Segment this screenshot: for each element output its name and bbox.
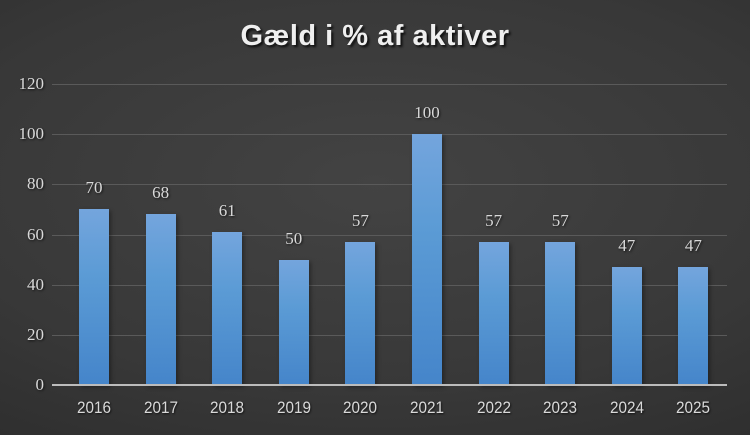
x-axis-line bbox=[52, 384, 727, 386]
bar-2021 bbox=[412, 134, 442, 385]
data-label-2018: 61 bbox=[218, 200, 236, 220]
gridline-100 bbox=[52, 134, 727, 136]
bar-2022 bbox=[478, 242, 509, 385]
data-label-2025: 47 bbox=[684, 236, 702, 256]
x-axis-label-2016: 2016 bbox=[76, 398, 112, 417]
chart-title: Gæld i % af aktiver bbox=[240, 20, 510, 52]
gridline-60 bbox=[52, 234, 727, 236]
data-label-2016: 70 bbox=[85, 178, 103, 198]
x-axis-label-2017: 2017 bbox=[143, 398, 178, 417]
x-axis-label-2020: 2020 bbox=[343, 398, 378, 417]
bar-2018 bbox=[212, 231, 243, 385]
y-tick-label-40: 40 bbox=[27, 274, 44, 294]
data-label-2019: 50 bbox=[285, 228, 303, 248]
data-label-2017: 68 bbox=[152, 183, 170, 203]
bar-2019 bbox=[278, 259, 309, 385]
gridline-40 bbox=[52, 284, 727, 286]
bar-2016 bbox=[79, 209, 109, 385]
data-label-2022: 57 bbox=[485, 211, 503, 231]
y-tick-label-100: 100 bbox=[18, 124, 45, 144]
bar-2020 bbox=[345, 242, 376, 385]
x-axis-label-2021: 2021 bbox=[409, 398, 445, 417]
y-tick-label-20: 20 bbox=[27, 324, 44, 344]
bar-2023 bbox=[545, 242, 576, 385]
y-tick-label-80: 80 bbox=[27, 174, 44, 194]
bar-2017 bbox=[145, 214, 176, 385]
bar-2025 bbox=[678, 267, 709, 385]
gridline-20 bbox=[52, 334, 727, 336]
x-axis-label-2023: 2023 bbox=[543, 398, 578, 417]
data-label-2020: 57 bbox=[351, 211, 369, 231]
gridline-80 bbox=[52, 184, 727, 186]
data-label-2021: 100 bbox=[414, 103, 440, 123]
bar-2024 bbox=[611, 267, 642, 385]
x-axis-label-2022: 2022 bbox=[476, 398, 511, 417]
x-axis-label-2025: 2025 bbox=[676, 398, 711, 417]
y-tick-label-60: 60 bbox=[27, 224, 44, 244]
x-axis-label-2019: 2019 bbox=[276, 398, 311, 417]
x-axis-label-2018: 2018 bbox=[210, 398, 245, 417]
y-tick-label-120: 120 bbox=[18, 74, 45, 93]
gridline-120 bbox=[52, 84, 727, 85]
data-label-2023: 57 bbox=[551, 211, 569, 231]
x-axis-label-2024: 2024 bbox=[609, 398, 644, 417]
data-label-2024: 47 bbox=[618, 236, 636, 256]
y-tick-label-0: 0 bbox=[35, 375, 45, 394]
